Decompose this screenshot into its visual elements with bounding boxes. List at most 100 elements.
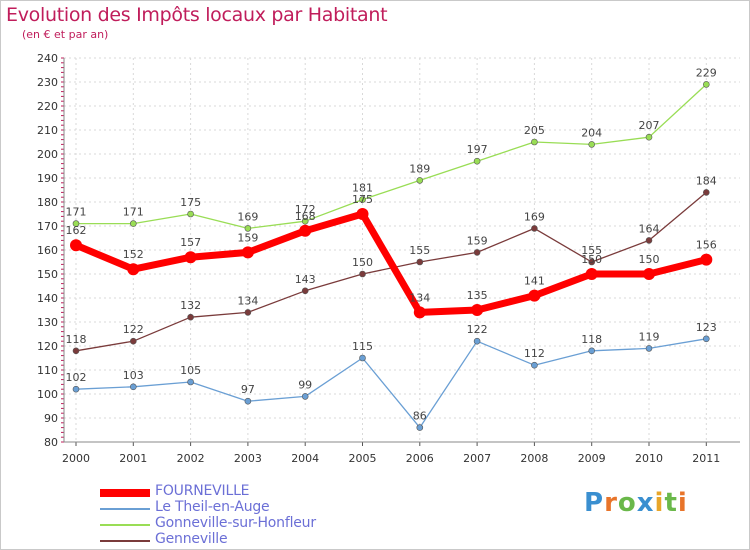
y-tick-label: 80 — [44, 436, 58, 449]
legend-swatch — [100, 508, 150, 510]
chart-title: Evolution des Impôts locaux par Habitant — [6, 4, 388, 26]
data-point — [70, 239, 82, 252]
y-tick-label: 120 — [37, 340, 58, 353]
data-point — [127, 263, 140, 276]
logo-letter: t — [664, 488, 678, 518]
data-point — [471, 304, 484, 316]
x-tick-label: 2008 — [520, 452, 548, 465]
data-point — [72, 385, 80, 393]
data-label: 156 — [696, 239, 717, 252]
data-label: 134 — [409, 291, 430, 304]
logo-letter: x — [636, 488, 655, 518]
data-label: 171 — [66, 206, 87, 219]
data-point — [531, 138, 538, 146]
y-tick-label: 210 — [37, 124, 58, 137]
logo-letter: r — [604, 488, 618, 518]
data-label: 184 — [696, 174, 717, 187]
legend-swatch — [100, 524, 150, 526]
data-label: 122 — [467, 323, 488, 336]
data-point — [643, 268, 655, 280]
data-point — [588, 258, 596, 266]
x-tick-label: 2006 — [406, 452, 434, 465]
y-tick-label: 180 — [37, 196, 58, 209]
series-line — [75, 338, 707, 429]
data-label: 205 — [524, 124, 545, 137]
y-tick-label: 240 — [37, 52, 58, 65]
data-label: 157 — [180, 236, 201, 249]
data-point — [702, 189, 710, 196]
logo-letter: i — [677, 488, 688, 518]
x-tick-label: 2001 — [119, 452, 147, 465]
legend-label: Le Theil-en-Auge — [155, 499, 270, 515]
data-label: 150 — [352, 256, 373, 269]
plot-area — [64, 58, 740, 442]
data-label: 152 — [123, 248, 144, 261]
data-label: 189 — [409, 162, 430, 175]
data-point — [244, 309, 252, 316]
series-line — [72, 210, 710, 316]
y-tick-label: 190 — [37, 172, 58, 185]
data-label: 103 — [123, 369, 144, 382]
data-label: 207 — [639, 119, 660, 132]
data-point — [301, 217, 309, 225]
x-tick-label: 2004 — [291, 452, 319, 465]
legend-label: FOURNEVILLE — [155, 483, 250, 499]
data-label: 162 — [66, 224, 87, 237]
data-point — [241, 246, 254, 259]
data-label: 119 — [639, 330, 660, 343]
data-point — [187, 378, 194, 386]
y-tick-label: 100 — [37, 388, 58, 401]
data-label: 132 — [180, 299, 201, 312]
legend-label: Genneville — [155, 531, 228, 547]
legend-swatch — [100, 540, 150, 542]
data-label: 118 — [581, 333, 602, 346]
data-point — [473, 249, 481, 256]
data-label: 229 — [696, 66, 717, 79]
proxiti-logo: Proxiti — [584, 488, 688, 518]
data-point — [473, 337, 481, 345]
legend-label: Gonneville-sur-Honfleur — [155, 515, 316, 531]
data-point — [187, 313, 194, 321]
data-point — [301, 287, 309, 295]
data-label: 86 — [413, 410, 427, 423]
data-label: 175 — [352, 193, 373, 206]
data-point — [645, 133, 653, 141]
data-label: 112 — [524, 347, 545, 360]
data-point — [416, 177, 424, 184]
y-tick-label: 230 — [37, 76, 58, 89]
data-label: 159 — [467, 234, 488, 247]
legend-swatch — [100, 489, 150, 497]
data-point — [473, 157, 481, 165]
x-tick-label: 2010 — [635, 452, 663, 465]
data-label: 155 — [409, 244, 430, 257]
data-label: 150 — [581, 253, 602, 266]
data-point — [588, 141, 596, 148]
data-label: 171 — [123, 206, 144, 219]
x-tick-label: 2011 — [692, 452, 720, 465]
data-label: 175 — [180, 196, 201, 209]
logo-letter: P — [584, 488, 605, 518]
y-tick-label: 220 — [37, 100, 58, 113]
y-tick-label: 110 — [37, 364, 58, 377]
data-label: 164 — [639, 222, 660, 235]
data-point — [702, 335, 710, 343]
data-label: 118 — [66, 333, 87, 346]
series-line — [75, 83, 707, 230]
data-label: 172 — [295, 203, 316, 216]
data-point — [645, 237, 653, 244]
data-label: 135 — [467, 289, 488, 302]
logo-letter: i — [654, 488, 665, 518]
data-point — [301, 393, 309, 400]
data-label: 134 — [237, 294, 258, 307]
data-point — [130, 337, 137, 345]
data-label: 169 — [524, 210, 545, 223]
data-label: 105 — [180, 364, 201, 377]
x-tick-label: 2003 — [234, 452, 262, 465]
x-tick-label: 2005 — [349, 452, 377, 465]
data-label: 102 — [66, 371, 87, 384]
data-label: 123 — [696, 321, 717, 334]
data-point — [413, 306, 426, 319]
x-tick-label: 2002 — [177, 452, 205, 465]
x-tick-label: 2009 — [578, 452, 606, 465]
